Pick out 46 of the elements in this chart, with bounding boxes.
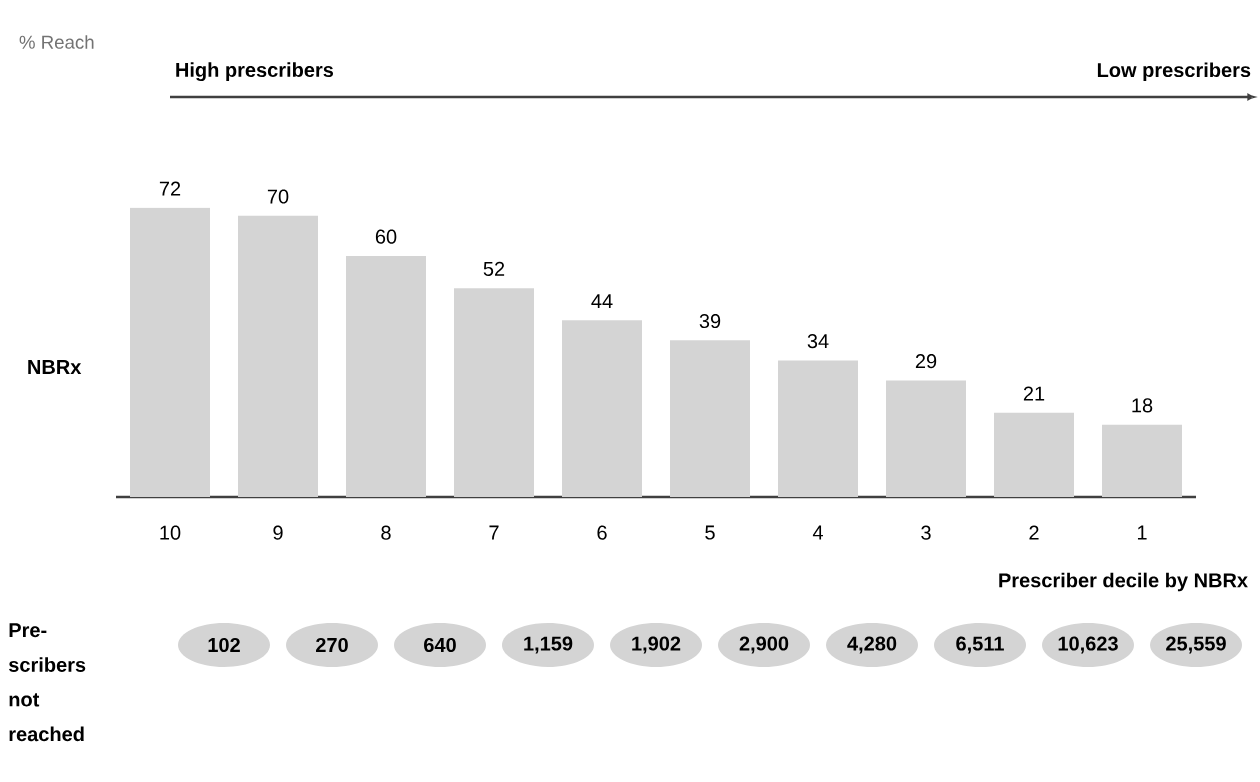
text: 102 [208,637,240,653]
x-tick-label: 1 [1137,525,1147,540]
data-label: 29 [915,354,937,369]
data-label: 44 [591,294,613,309]
x-axis-title: Prescriber decile by NBRx [999,572,1248,592]
data-label: 34 [807,334,829,349]
bar [886,380,967,497]
data-label: 52 [483,261,505,276]
text: 270 [316,637,348,653]
data-label: 70 [267,189,289,204]
text: 6,511 [956,636,1004,654]
text: 1,902 [632,636,681,654]
data-label: 72 [159,181,181,196]
text: Pre-scribers not reached [8,623,86,742]
bar [670,340,751,497]
data-label: 60 [375,229,397,244]
x-tick-label: 10 [160,525,181,540]
text: 25,559 [1166,636,1226,654]
data-label: 21 [1023,386,1045,401]
x-tick-label: 7 [489,525,499,540]
bar [130,207,210,497]
bar [454,288,535,497]
data-label: 18 [1132,398,1153,413]
bar [994,412,1075,497]
x-tick-label: 5 [705,525,715,540]
x-tick-label: 4 [812,525,823,540]
text: NBRx [28,360,82,374]
x-tick-label: 8 [381,525,391,540]
text: Low prescribers [1097,62,1251,82]
text: 2,900 [739,636,789,654]
text: 4,280 [847,636,897,654]
text: 10,623 [1058,636,1118,654]
x-tick-label: 2 [1029,525,1039,540]
bar [346,256,426,497]
bar [562,320,643,497]
x-tick-label: 9 [273,525,283,540]
chart-title: % Reach [19,35,94,49]
data-label: 39 [699,313,721,329]
text: 640 [424,637,456,653]
bar [778,360,859,497]
bar [1102,424,1183,497]
x-tick-label: 3 [921,525,931,540]
x-tick-label: 6 [597,525,607,540]
bar [238,215,319,497]
text: High prescribers [176,62,334,82]
text: 1,159 [524,636,573,654]
